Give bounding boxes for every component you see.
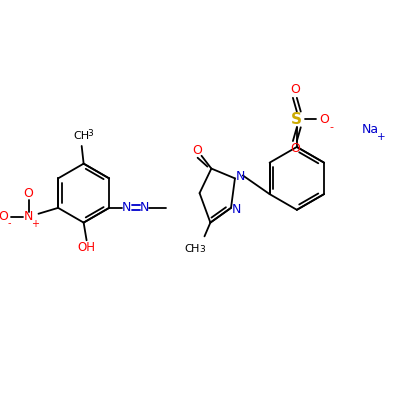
Text: O: O	[24, 187, 34, 200]
Text: N: N	[140, 201, 149, 214]
Text: O: O	[0, 210, 8, 223]
Text: O: O	[320, 113, 329, 126]
Text: CH: CH	[74, 131, 90, 141]
Text: -: -	[7, 218, 11, 228]
Text: O: O	[193, 144, 202, 157]
Text: +: +	[32, 218, 40, 228]
Text: 3: 3	[200, 245, 205, 254]
Text: O: O	[290, 84, 300, 96]
Text: N: N	[232, 203, 242, 216]
Text: N: N	[122, 201, 132, 214]
Text: Na: Na	[362, 123, 379, 136]
Text: N: N	[24, 210, 33, 223]
Text: 3: 3	[88, 129, 93, 138]
Text: +: +	[377, 132, 386, 142]
Text: C: C	[184, 244, 192, 254]
Text: N: N	[236, 170, 246, 183]
Text: H: H	[190, 244, 199, 254]
Text: S: S	[291, 112, 302, 127]
Text: OH: OH	[78, 241, 96, 254]
Text: -: -	[329, 122, 333, 132]
Text: O: O	[290, 142, 300, 156]
